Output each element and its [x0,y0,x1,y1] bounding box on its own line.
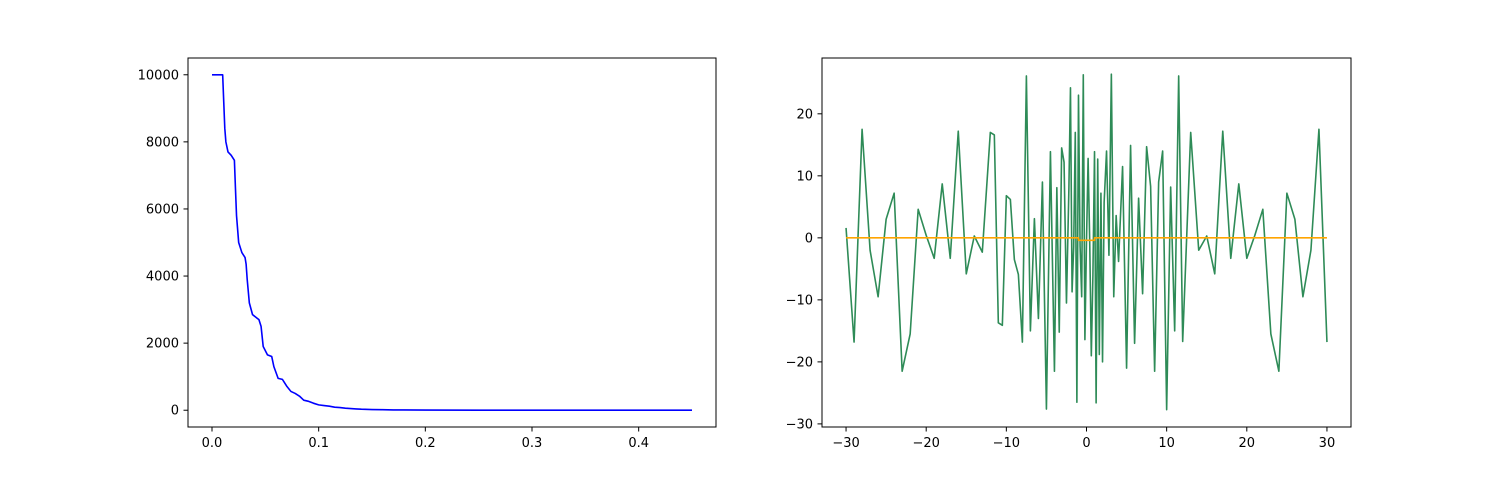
right-x-tick-label: 10 [1158,436,1175,451]
right-y-tick-label: −10 [786,293,813,308]
right-y-tick-label: 20 [796,107,813,122]
left-x-tick-label: 0.3 [522,436,543,451]
right-y-tick-label: 0 [805,231,813,246]
left-plot-area [212,73,692,412]
left-y-tick-label: 6000 [146,202,179,217]
left-y-tick-label: 8000 [146,135,179,150]
right-x-tick-label: −30 [832,436,859,451]
right-y-tick-label: −30 [786,417,813,432]
left-y-tick-label: 4000 [146,270,179,285]
right-x-tick-label: −20 [912,436,939,451]
right-x-tick-label: 0 [1082,436,1090,451]
right-x-tick-label: 30 [1319,436,1336,451]
left-axes-frame [187,57,717,428]
right-y-tick-label: −20 [786,355,813,370]
left-x-tick-label: 0.4 [628,436,649,451]
left-series-decay-line [212,73,692,412]
left-x-tick-label: 0.0 [202,436,223,451]
right-x-tick-label: −10 [993,436,1020,451]
right-x-tick-label: 20 [1239,436,1256,451]
right-chart: −30 −20 −10 0 10 20 30 −30 −20 −10 0 10 20 [786,57,1352,451]
right-y-tick-label: 10 [796,169,813,184]
left-y-tick-label: 2000 [146,337,179,352]
left-y-tick-label: 0 [171,404,179,419]
right-plot-area [845,73,1328,411]
left-x-tick-label: 0.1 [308,436,329,451]
right-series-baseline-line [846,237,1327,242]
left-y-tick-label: 10000 [138,68,179,83]
left-x-tick-label: 0.2 [415,436,436,451]
left-chart: 0.0 0.1 0.2 0.3 0.4 0 2000 4000 6000 8000 10000 [138,57,717,451]
